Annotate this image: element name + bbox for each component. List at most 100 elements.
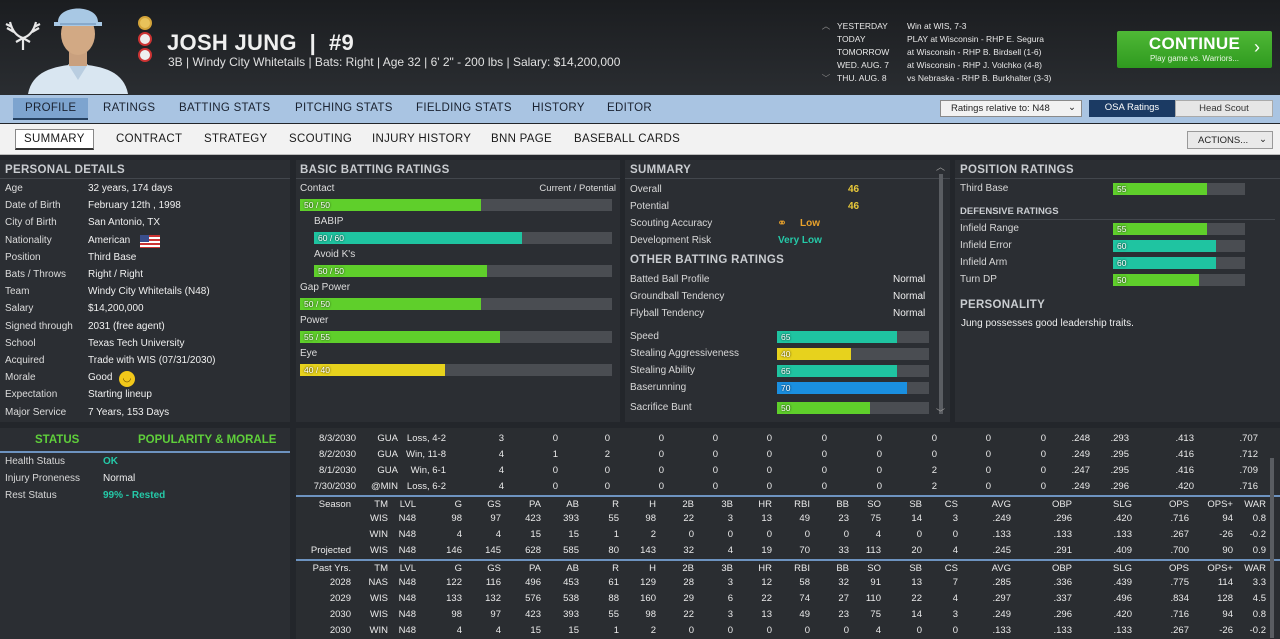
- stat-cell: 27: [838, 593, 849, 604]
- stat-cell: 0: [712, 465, 718, 476]
- stat-cell: WIS: [370, 593, 388, 604]
- stat-cell: OPS+: [1207, 499, 1233, 510]
- scroll-down-icon[interactable]: ﹀: [936, 408, 946, 418]
- player-name: JOSH JUNG | #9: [167, 30, 355, 55]
- stat-cell: .439: [1113, 577, 1133, 588]
- binoculars-icon: ⚭: [777, 216, 788, 230]
- stat-cell: 0: [876, 433, 882, 444]
- ratings-relative-select[interactable]: Ratings relative to: N48 ⌄: [940, 100, 1082, 117]
- stat-cell: .285: [992, 577, 1012, 588]
- subtab-scouting[interactable]: SCOUTING: [289, 133, 353, 145]
- stat-cell: 160: [640, 593, 656, 604]
- detail-label: School: [5, 337, 36, 349]
- stat-cell: 91: [870, 577, 881, 588]
- stat-cell: N48: [398, 625, 416, 636]
- detail-label: Age: [5, 183, 23, 194]
- stat-cell: 0: [916, 625, 922, 636]
- defensive-rating-bar: 50: [1113, 274, 1245, 286]
- tab-history[interactable]: HISTORY: [532, 102, 585, 114]
- detail-value: 7 Years, 153 Days: [88, 406, 170, 418]
- stat-cell: H: [649, 563, 656, 574]
- tab-status[interactable]: STATUS: [35, 434, 80, 446]
- continue-button[interactable]: CONTINUE Play game vs. Warriors... ›: [1117, 31, 1272, 68]
- stat-cell: 0: [688, 625, 694, 636]
- summary-scrollbar[interactable]: [939, 174, 943, 414]
- batting-rating-value: 40 / 40: [304, 365, 330, 375]
- schedule-down-arrow-icon[interactable]: ﹀: [821, 73, 831, 83]
- stat-cell: 22: [683, 513, 694, 524]
- actions-dropdown[interactable]: ACTIONS... ⌄: [1187, 131, 1273, 149]
- stat-cell: 0.8: [1252, 513, 1266, 524]
- tab-fielding-stats[interactable]: FIELDING STATS: [416, 102, 512, 114]
- schedule-up-arrow-icon[interactable]: ︿: [821, 21, 831, 31]
- stat-cell: 3B: [721, 563, 733, 574]
- stat-cell: WIS: [370, 513, 388, 524]
- tab-pitching-stats[interactable]: PITCHING STATS: [295, 102, 393, 114]
- detail-label: Major Service: [5, 406, 67, 418]
- running-rating-bar: 70: [777, 382, 929, 394]
- subtab-strategy[interactable]: STRATEGY: [204, 133, 268, 145]
- allstar-award-icon: [138, 48, 152, 62]
- subtab-baseball-cards[interactable]: BASEBALL CARDS: [574, 133, 681, 145]
- past-year-row: 2030 WIN N48 4 4 15 15 1 2 0 0 0 0 0 4 0 0 .133 .133 .133 .2…: [296, 623, 1280, 639]
- stat-cell: 55: [608, 513, 619, 524]
- detail-value: American: [88, 234, 131, 246]
- stat-cell: 0: [712, 433, 718, 444]
- development-risk-value: Very Low: [778, 235, 822, 246]
- batting-rating-label: Contact: [300, 183, 335, 194]
- player-info: 3B | Windy City Whitetails | Bats: Right…: [168, 55, 621, 69]
- stats-scrollbar[interactable]: [1270, 458, 1274, 638]
- subtab-injury-history[interactable]: INJURY HISTORY: [372, 133, 472, 145]
- stat-cell: GUA: [377, 433, 398, 444]
- stat-cell: 20: [911, 545, 922, 556]
- stat-cell: 0: [766, 449, 772, 460]
- stat-cell: 4: [952, 545, 958, 556]
- tab-popularity-morale[interactable]: POPULARITY & MORALE: [138, 434, 277, 446]
- status-value: 99% - Rested: [103, 490, 166, 501]
- stat-cell: 0: [727, 529, 733, 540]
- subtab-contract[interactable]: CONTRACT: [116, 133, 183, 145]
- head-scout-toggle[interactable]: Head Scout: [1175, 100, 1273, 117]
- stat-cell: CS: [944, 499, 958, 510]
- osa-ratings-toggle[interactable]: OSA Ratings: [1089, 100, 1175, 117]
- stat-cell: .775: [1170, 577, 1190, 588]
- subtab-bnn-page[interactable]: BNN PAGE: [491, 133, 552, 145]
- stat-cell: N48: [398, 513, 416, 524]
- position-ratings-panel: POSITION RATINGS Third Base 55 DEFENSIVE …: [955, 160, 1280, 422]
- detail-label: Salary: [5, 303, 34, 315]
- detail-label: Expectation: [5, 389, 58, 401]
- stat-cell: Projected: [310, 545, 351, 556]
- stat-cell: 1: [552, 449, 558, 460]
- defensive-rating-fill: [1113, 274, 1199, 286]
- status-label: Health Status: [5, 456, 66, 467]
- subtab-summary[interactable]: SUMMARY: [15, 129, 94, 150]
- scroll-up-icon[interactable]: ︿: [936, 162, 946, 172]
- stat-cell: 2: [604, 449, 610, 460]
- batting-rating-label: BABIP: [314, 216, 344, 227]
- stat-cell: 88: [608, 593, 619, 604]
- tab-editor[interactable]: EDITOR: [607, 102, 653, 114]
- stat-cell: 0.8: [1252, 609, 1266, 620]
- chevron-down-icon: ⌄: [1068, 102, 1076, 113]
- defensive-rating-label: Infield Range: [960, 223, 1019, 234]
- stat-cell: 8/2/2030: [319, 449, 356, 460]
- stat-cell: 3: [727, 609, 733, 620]
- detail-label: Signed through: [5, 320, 73, 332]
- other-batting-title: OTHER BATTING RATINGS: [630, 254, 785, 266]
- stat-cell: 74: [799, 593, 810, 604]
- tab-ratings[interactable]: RATINGS: [103, 102, 156, 114]
- running-rating-value: 65: [781, 332, 791, 342]
- tab-batting-stats[interactable]: BATTING STATS: [179, 102, 271, 114]
- stat-cell: 2: [931, 465, 937, 476]
- batting-rating-fill: [314, 232, 522, 244]
- stat-cell: 0: [688, 529, 694, 540]
- development-risk-label: Development Risk: [630, 235, 712, 246]
- stat-cell: 0: [821, 481, 827, 492]
- tab-profile[interactable]: PROFILE: [13, 98, 89, 120]
- profile-subtabs: SUMMARY CONTRACT STRATEGY SCOUTING INJUR…: [0, 124, 1280, 155]
- stat-cell: 146: [446, 545, 462, 556]
- stat-cell: 110: [865, 593, 881, 604]
- stat-cell: OPS: [1168, 499, 1189, 510]
- stat-cell: GS: [487, 563, 501, 574]
- stat-cell: AB: [566, 499, 579, 510]
